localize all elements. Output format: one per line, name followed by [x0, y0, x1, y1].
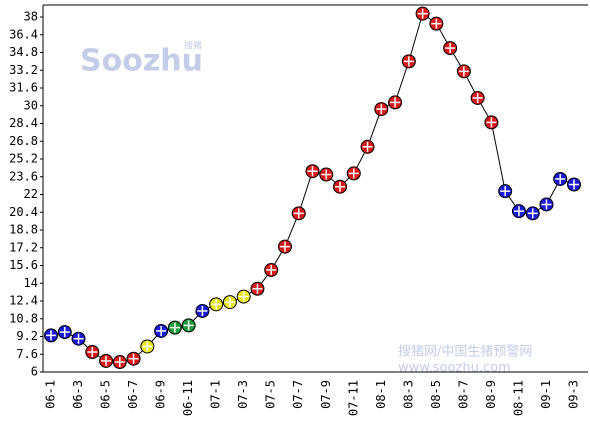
y-tick-label: 26.8	[9, 134, 38, 148]
y-tick-label: 34.8	[9, 45, 38, 59]
x-tick-label: 07-3	[236, 380, 250, 409]
watermark-site: 搜猪网/中国生猪预警网	[398, 344, 532, 360]
x-tick-label: 08-11	[511, 380, 525, 416]
y-tick-label: 9.2	[16, 329, 38, 343]
x-tick-label: 09-3	[567, 380, 581, 409]
x-tick-label: 07-7	[291, 380, 305, 409]
y-tick-label: 15.6	[9, 258, 38, 272]
y-tick-label: 33.2	[9, 63, 38, 77]
x-tick-label: 06-7	[126, 380, 140, 409]
x-tick-label: 08-9	[484, 380, 498, 409]
x-tick-label: 08-7	[456, 380, 470, 409]
y-tick-label: 7.6	[16, 347, 38, 361]
y-tick-label: 30	[24, 98, 38, 112]
y-tick-label: 31.6	[9, 81, 38, 95]
y-tick-label: 20.4	[9, 205, 38, 219]
y-tick-label: 25.2	[9, 152, 38, 166]
x-tick-label: 07-1	[209, 380, 223, 409]
x-tick-label: 06-5	[99, 380, 113, 409]
watermark-logo: Soozhu	[80, 44, 203, 79]
y-tick-label: 17.2	[9, 240, 38, 254]
x-tick-label: 06-9	[154, 380, 168, 409]
x-tick-label: 08-1	[374, 380, 388, 409]
watermark-url: www.soozhu.com	[398, 361, 511, 376]
x-tick-label: 07-9	[319, 380, 333, 409]
y-tick-label: 12.4	[9, 294, 38, 308]
x-tick-label: 06-1	[44, 380, 58, 409]
y-tick-label: 18.8	[9, 223, 38, 237]
y-tick-label: 23.6	[9, 169, 38, 183]
y-tick-label: 38	[24, 10, 38, 24]
x-tick-label: 08-5	[429, 380, 443, 409]
y-tick-label: 36.4	[9, 27, 38, 41]
x-tick-label: 06-3	[71, 380, 85, 409]
x-tick-label: 07-11	[346, 380, 360, 416]
x-tick-label: 06-11	[181, 380, 195, 416]
y-tick-label: 14	[24, 276, 38, 290]
x-tick-label: 08-3	[401, 380, 415, 409]
y-tick-label: 6	[31, 365, 38, 379]
watermark-logo-small: 搜猪	[184, 40, 202, 52]
x-tick-label: 07-5	[264, 380, 278, 409]
x-tick-label: 09-1	[539, 380, 553, 409]
y-tick-label: 10.8	[9, 311, 38, 325]
y-tick-label: 22	[24, 187, 38, 201]
y-tick-label: 28.4	[9, 116, 38, 130]
